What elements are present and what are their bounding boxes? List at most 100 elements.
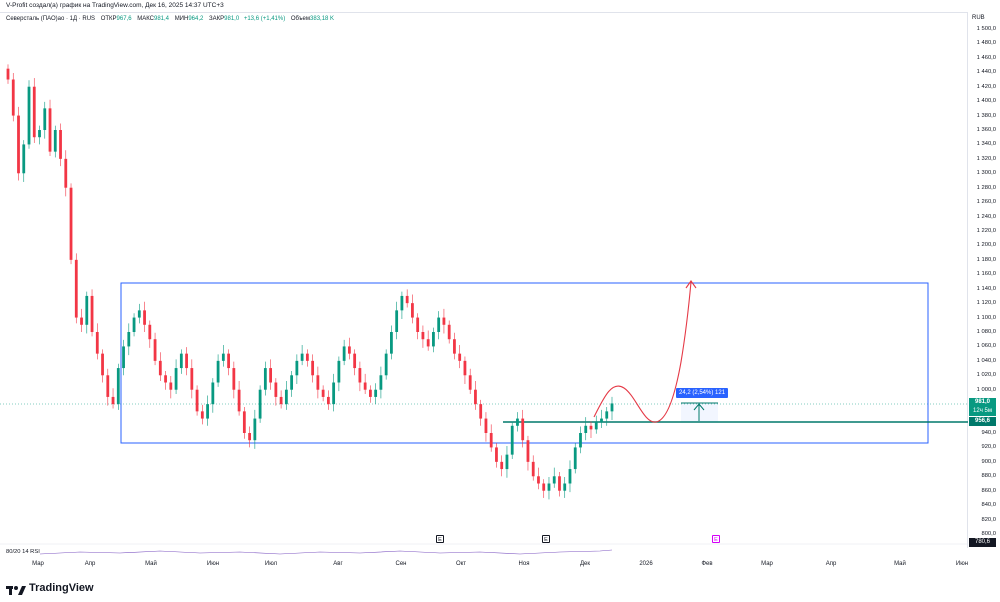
candle-down [416, 317, 420, 332]
chart-attribution: V-Profit создал(а) график на TradingView… [6, 2, 224, 9]
brand-name: TradingView [29, 582, 94, 594]
candle-up [505, 454, 509, 470]
time-tick: Май [145, 561, 157, 567]
volume-label: Объем [290, 16, 311, 22]
open-value: 967,6 [116, 16, 132, 22]
candle-down [74, 259, 78, 318]
price-tick: 1 120,0 [976, 300, 996, 307]
candle-down [200, 411, 204, 419]
candle-up [400, 295, 404, 311]
candle-down [369, 389, 372, 397]
candle-down [90, 295, 94, 332]
price-tick: 800,0 [981, 531, 996, 537]
level-price-tag: 956,6 [969, 417, 996, 426]
time-tick: Авг [333, 561, 343, 567]
candlestick-series [6, 64, 614, 500]
candle-down [484, 418, 488, 433]
candle-down [426, 339, 430, 347]
price-tick: 1 160,0 [976, 271, 996, 278]
candle-up [27, 86, 31, 145]
high-label: МАКС [137, 16, 154, 22]
price-tick: 840,0 [981, 502, 996, 509]
candle-down [59, 130, 62, 159]
price-tick: 1 000,0 [976, 386, 996, 393]
rsi-line [39, 549, 613, 555]
close-label: ЗАКР [209, 16, 225, 22]
candle-down [269, 368, 273, 383]
candle-down [537, 476, 540, 484]
candle-down [363, 382, 367, 390]
candle-up [337, 360, 341, 383]
candle-up [137, 310, 141, 318]
rsi-indicator-label[interactable]: 80/20 14 RSI [6, 549, 40, 555]
symbol-title[interactable]: Северсталь (ПАО)ао · 1Д · RUS [6, 16, 96, 22]
candle-up [284, 389, 288, 405]
candle-up [85, 295, 89, 325]
candle-up [38, 130, 41, 138]
high-value: 981,4 [154, 16, 170, 22]
candle-up [211, 382, 215, 405]
time-axis[interactable]: Мар Апр Май Июн Июл Авг Сен Окт Ноя Дек 2026 Фев Мар… [0, 558, 968, 572]
candle-up [432, 332, 435, 347]
candle-down [190, 368, 194, 390]
measure-label[interactable]: 24,2 (2,54%) 121 [676, 388, 729, 398]
price-tick: 1 360,0 [976, 127, 996, 133]
candle-down [353, 353, 357, 369]
candle-down [185, 353, 188, 369]
price-tick: 1 080,0 [976, 329, 996, 335]
candle-down [468, 375, 472, 390]
candle-up [132, 317, 136, 332]
price-tick: 900,0 [981, 458, 996, 465]
time-tick: Апр [825, 561, 837, 567]
candle-down [95, 332, 99, 354]
price-tick: 1 280,0 [976, 184, 996, 191]
candle-down [558, 476, 561, 491]
price-tick: 1 060,0 [976, 343, 996, 350]
candle-down [447, 324, 451, 340]
time-tick: Июн [206, 561, 220, 567]
earnings-marker[interactable]: E [436, 535, 444, 543]
candle-down [311, 360, 315, 376]
candle-down [158, 360, 162, 376]
projection-path [593, 281, 692, 423]
candle-up [295, 360, 299, 376]
candle-up [605, 411, 609, 419]
time-tick: Май [894, 561, 906, 567]
projection-arrowhead [685, 280, 697, 289]
candle-up [332, 382, 336, 405]
price-tick: 1 300,0 [976, 170, 996, 177]
price-axis[interactable]: 1 500,0 1 480,0 1 460,0 1 440,0 1 420,0 1 400… [968, 12, 1000, 572]
candle-down [526, 440, 530, 462]
candle-up [584, 425, 588, 433]
candle-down [411, 303, 414, 318]
candle-up [563, 483, 567, 491]
candle-up [206, 404, 209, 419]
candle-down [542, 483, 546, 491]
candle-up [127, 332, 131, 347]
candle-down [421, 332, 425, 340]
candle-down [242, 411, 246, 433]
price-chart[interactable] [0, 12, 968, 572]
earnings-marker[interactable]: E [542, 535, 550, 543]
price-tick: 1 240,0 [976, 213, 996, 220]
candle-up [600, 418, 603, 423]
price-tick: 1 180,0 [976, 256, 996, 263]
low-value: 964,2 [188, 16, 204, 22]
candle-down [458, 353, 462, 361]
candle-up [22, 144, 26, 174]
earnings-marker-upcoming[interactable]: E [712, 535, 720, 543]
chart-pane[interactable] [0, 12, 968, 548]
candle-down [347, 346, 351, 354]
candle-up [374, 389, 378, 397]
candle-up [395, 310, 399, 332]
currency-label[interactable]: RUB [972, 15, 985, 21]
candle-up [384, 353, 388, 376]
candle-up [179, 353, 183, 369]
candle-down [111, 396, 115, 405]
candle-up [379, 375, 383, 390]
candle-up [437, 317, 441, 332]
candle-up [516, 418, 519, 426]
candle-down [495, 447, 498, 462]
price-tick: 1 380,0 [976, 112, 996, 119]
candle-down [195, 389, 199, 412]
